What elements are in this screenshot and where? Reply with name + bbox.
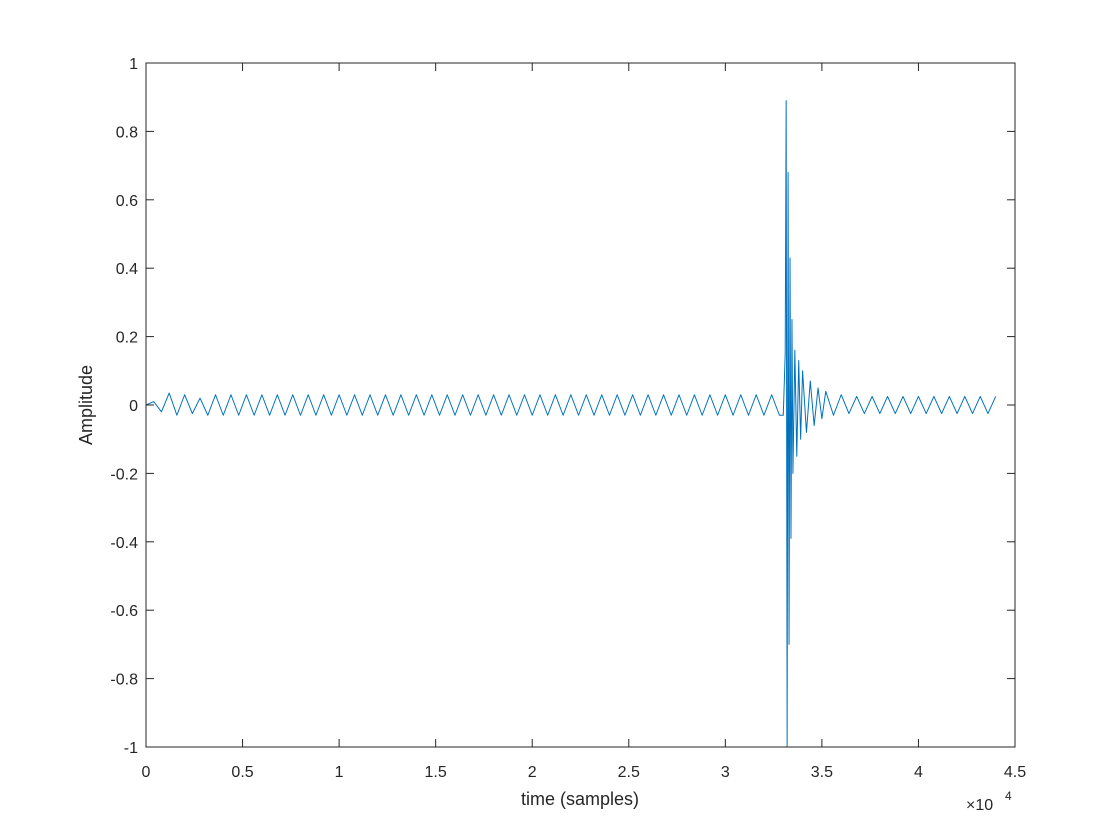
y-tick-label: -0.2 [110, 466, 138, 483]
y-tick-label: 0.6 [116, 193, 138, 210]
plot-box [145, 62, 1016, 748]
x-tick-label: 2.5 [618, 764, 640, 781]
x-exponent-base: ×10 [966, 797, 993, 814]
y-tick-label: -0.6 [110, 603, 138, 620]
x-tick-label: 3.5 [811, 764, 833, 781]
x-tick-label: 3 [721, 764, 730, 781]
y-axis-label: Amplitude [76, 365, 96, 445]
y-tick-label: 0 [129, 398, 138, 415]
x-tick-label: 2 [528, 764, 537, 781]
x-tick-label: 1 [335, 764, 344, 781]
y-tick-label: 1 [129, 56, 138, 73]
y-tick-label: -0.4 [110, 535, 138, 552]
x-axis-label: time (samples) [521, 789, 639, 809]
x-tick-label: 0 [142, 764, 151, 781]
y-tick-label: 0.4 [116, 261, 138, 278]
x-tick-label: 0.5 [231, 764, 253, 781]
x-exponent-power: 4 [1005, 789, 1012, 803]
y-tick-label: 0.2 [116, 330, 138, 347]
y-tick-label: -1 [124, 740, 138, 757]
x-tick-label: 4 [914, 764, 923, 781]
x-tick-label: 1.5 [425, 764, 447, 781]
y-tick-label: -0.8 [110, 672, 138, 689]
y-tick-label: 0.8 [116, 124, 138, 141]
signal-line [145, 100, 997, 748]
x-tick-label: 4.5 [1004, 764, 1026, 781]
